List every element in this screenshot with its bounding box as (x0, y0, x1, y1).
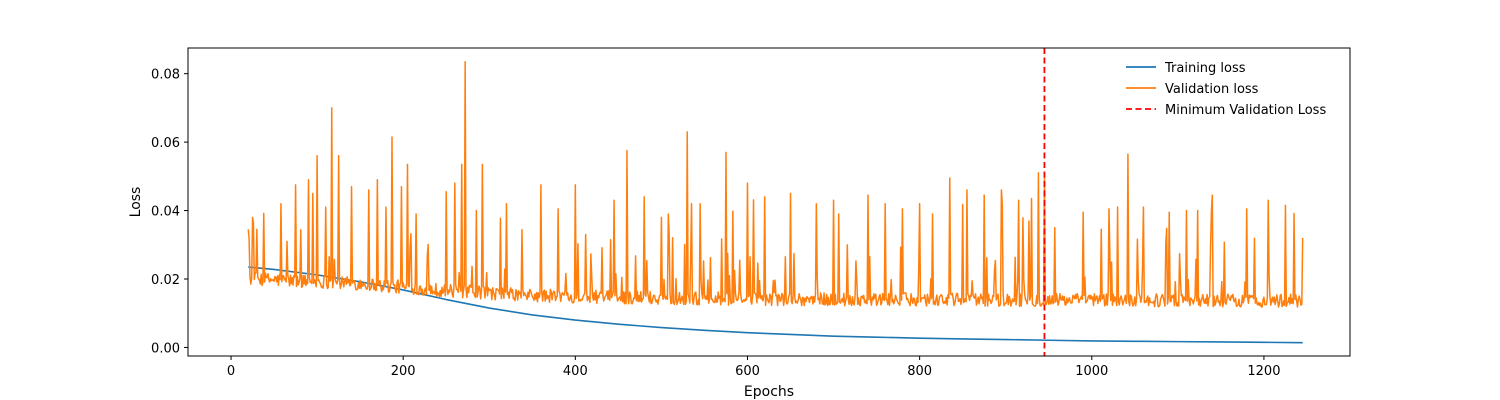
series-validation-loss (247, 60, 1304, 308)
x-axis: 0 200 400 600 800 1000 1200 (227, 356, 1280, 379)
y-tick-label: 0.04 (151, 205, 180, 220)
x-tick-label: 200 (391, 364, 416, 379)
y-tick-label: 0.08 (151, 68, 180, 83)
x-tick-label: 1000 (1075, 364, 1108, 379)
legend-label: Training loss (1164, 61, 1246, 76)
x-tick-label: 400 (563, 364, 588, 379)
x-tick-label: 1200 (1247, 364, 1280, 379)
series-training-loss (248, 266, 1303, 344)
plot-area (247, 48, 1304, 356)
legend-label: Validation loss (1165, 82, 1259, 97)
x-axis-title: Epochs (744, 384, 794, 400)
legend-label: Minimum Validation Loss (1165, 103, 1326, 118)
legend: Training loss Validation loss Minimum Vali… (1126, 61, 1326, 118)
x-tick-label: 800 (907, 364, 932, 379)
y-tick-label: 0.02 (151, 273, 180, 288)
x-tick-label: 0 (227, 364, 235, 379)
y-axis-title: Loss (128, 187, 144, 218)
x-tick-label: 600 (735, 364, 760, 379)
legend-item: Training loss (1126, 61, 1246, 76)
legend-item: Validation loss (1126, 82, 1259, 97)
legend-item: Minimum Validation Loss (1126, 103, 1326, 118)
axes-frame (187, 47, 1351, 357)
y-axis: 0.00 0.02 0.04 0.06 0.08 (151, 68, 188, 356)
y-tick-label: 0.06 (151, 136, 180, 151)
y-tick-label: 0.00 (151, 341, 180, 356)
